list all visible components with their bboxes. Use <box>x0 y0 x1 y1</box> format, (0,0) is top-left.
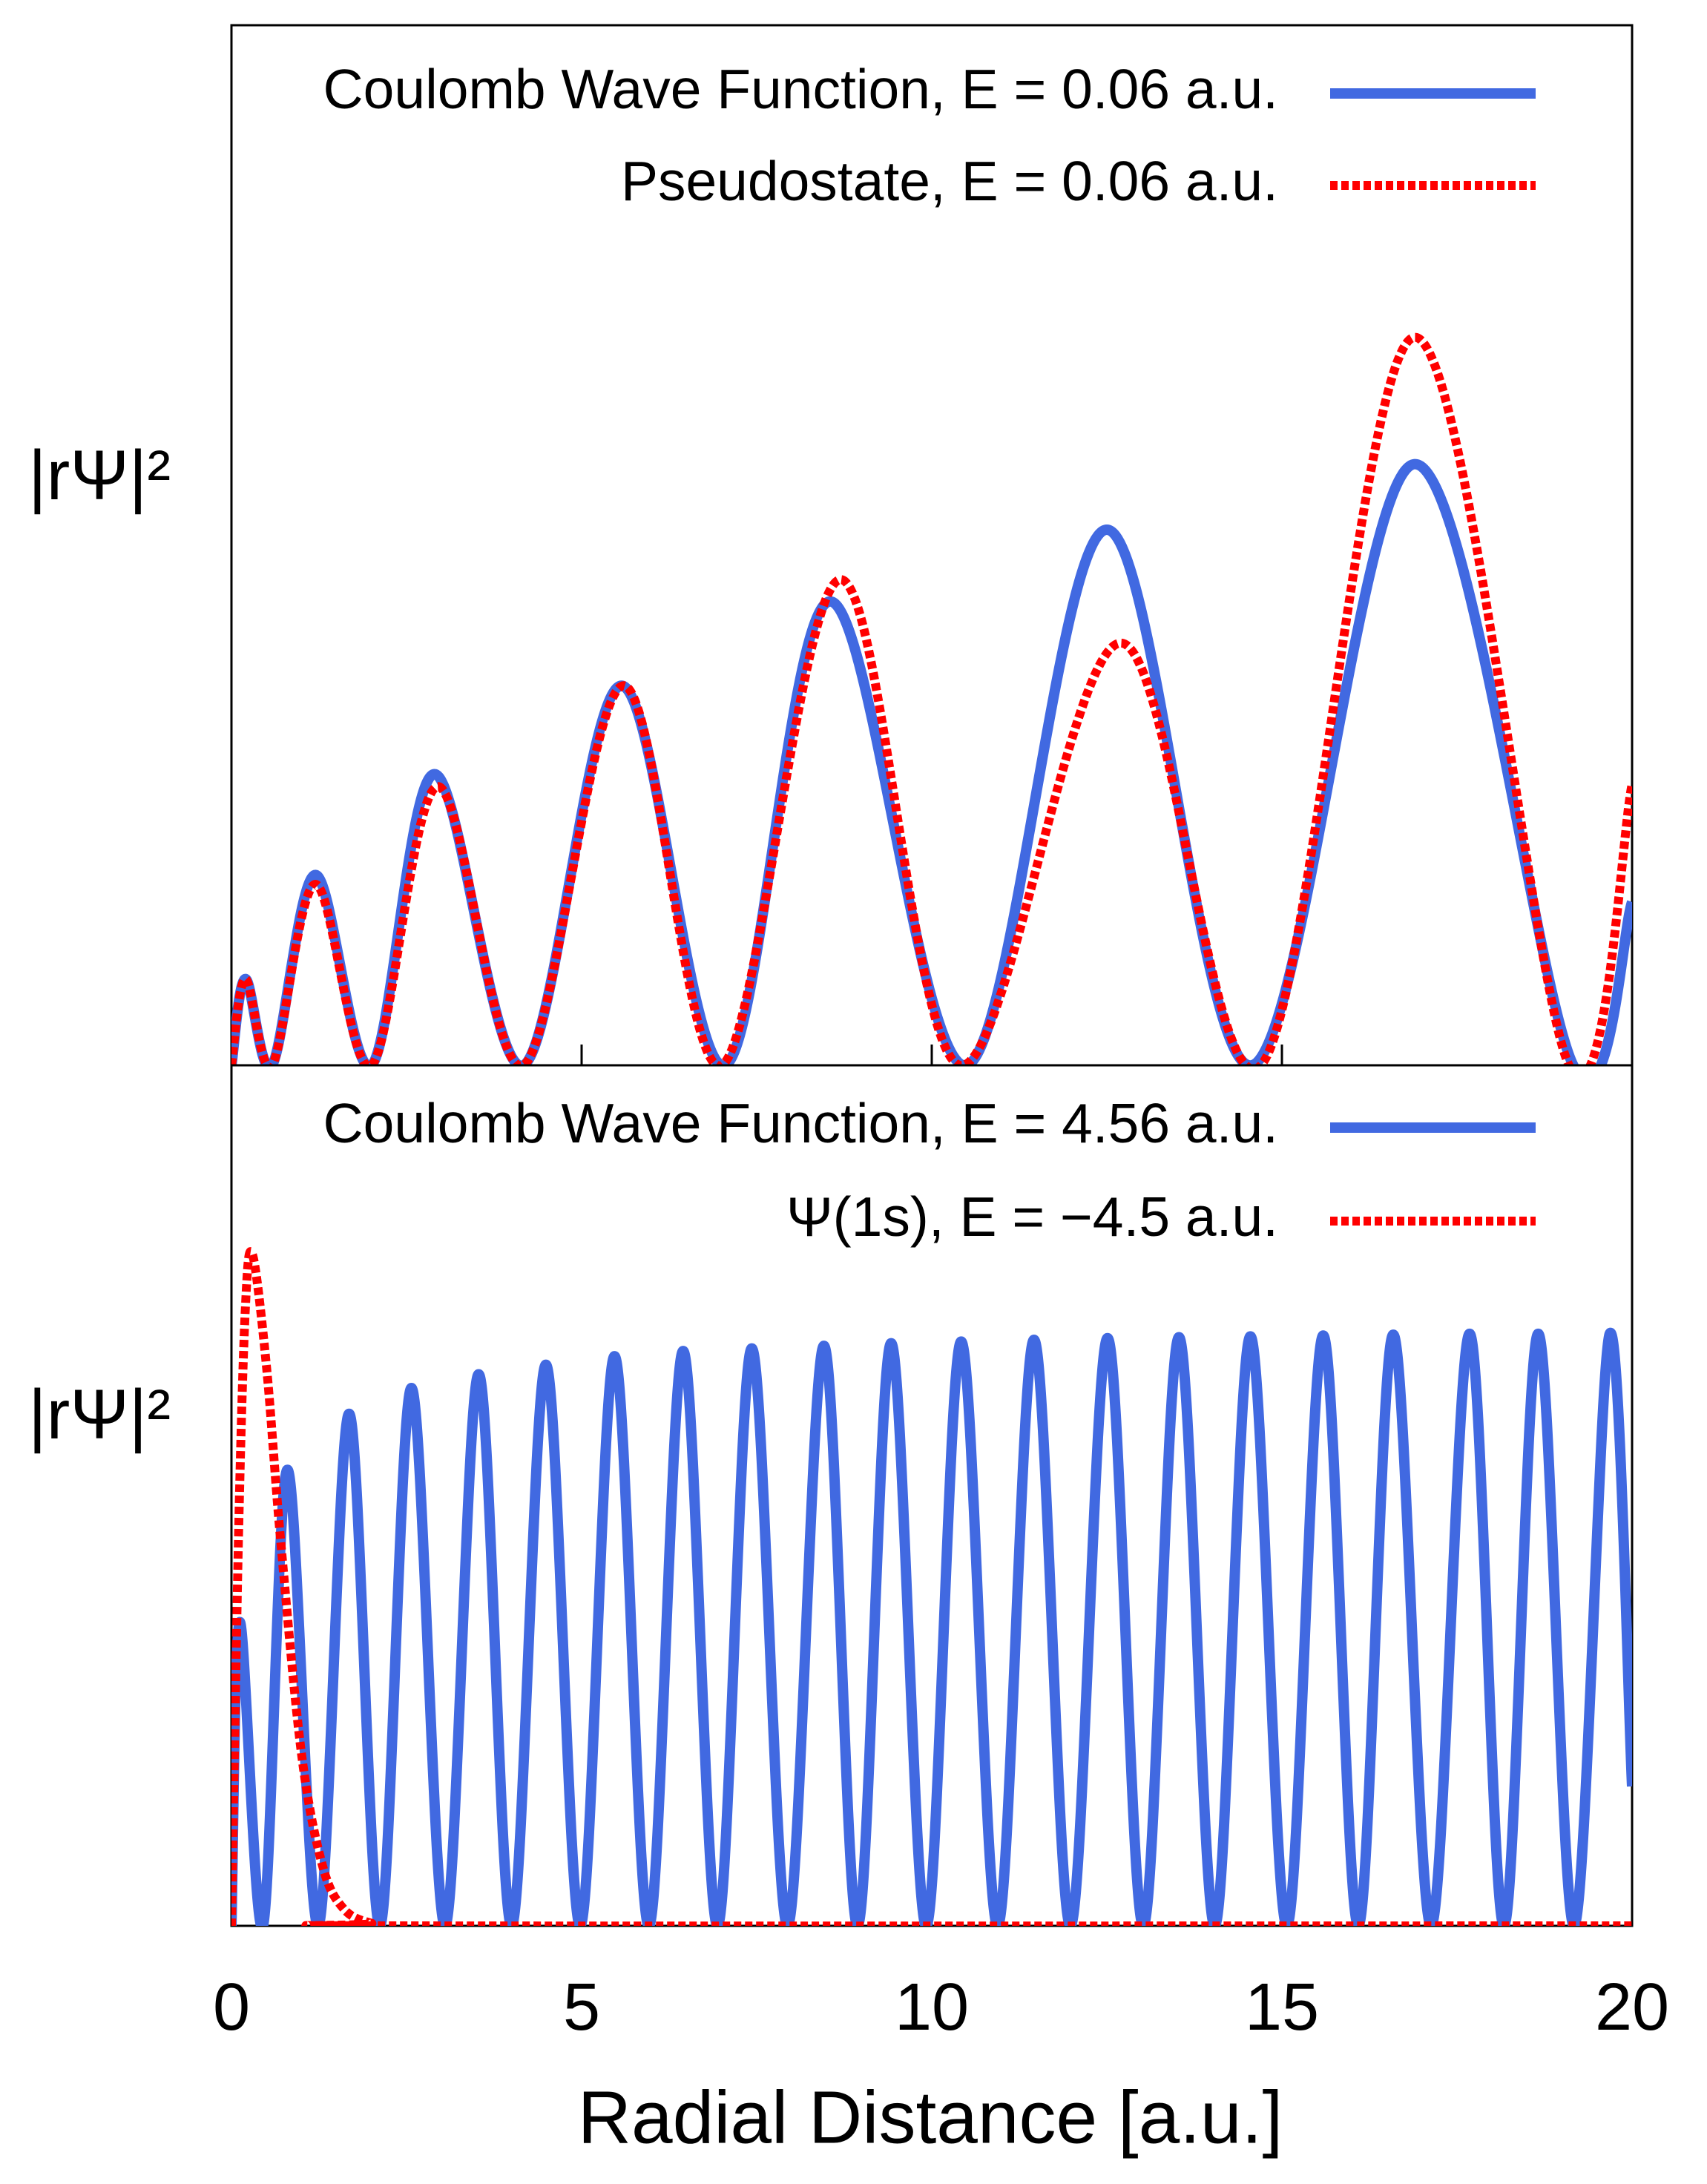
y-axis-label: |rΨ|² <box>28 1375 171 1454</box>
x-tick-label: 10 <box>895 1970 969 2045</box>
series-line <box>231 1327 1632 1926</box>
series-line <box>231 332 1632 1065</box>
x-tick-label: 5 <box>563 1970 600 2045</box>
plot-area <box>231 1247 1632 1926</box>
y-axis-label: |rΨ|² <box>28 436 171 515</box>
legend-label: Ψ(1s), E = −4.5 a.u. <box>786 1185 1278 1248</box>
legend-label: Coulomb Wave Function, E = 4.56 a.u. <box>323 1092 1279 1154</box>
legend-label: Coulomb Wave Function, E = 0.06 a.u. <box>323 58 1279 120</box>
series-line <box>231 1247 1632 1926</box>
x-tick-label: 20 <box>1595 1970 1669 2045</box>
x-axis-label: Radial Distance [a.u.] <box>578 2076 1283 2159</box>
legend-label: Pseudostate, E = 0.06 a.u. <box>621 150 1278 212</box>
x-tick-label: 0 <box>213 1970 250 2045</box>
series-line <box>231 458 1632 1065</box>
x-tick-label: 15 <box>1245 1970 1319 2045</box>
plot-area <box>231 332 1632 1065</box>
